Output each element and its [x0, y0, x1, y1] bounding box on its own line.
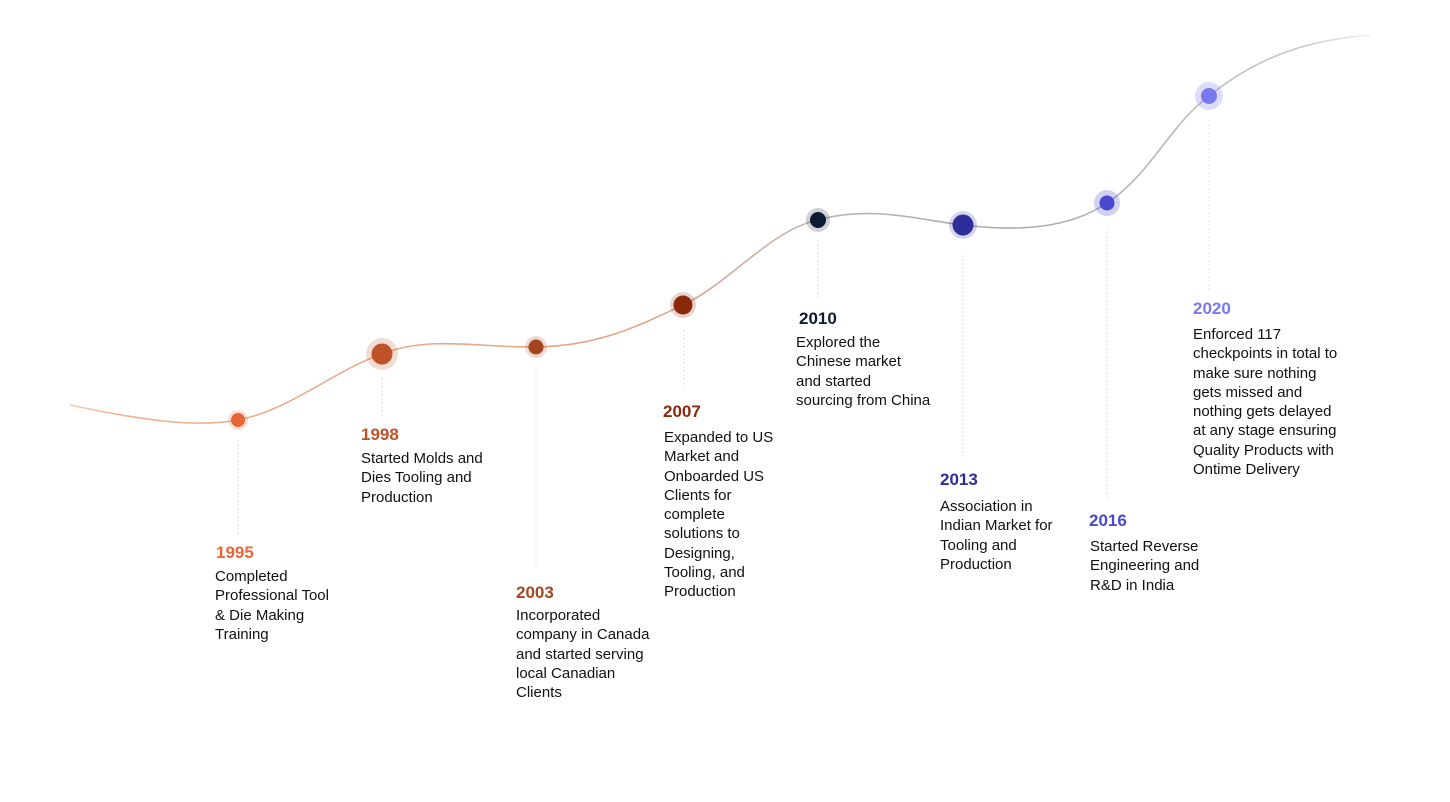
milestone-2020: 2020 Enforced 117 checkpoints in total t…	[1193, 299, 1337, 479]
dot-2007	[670, 292, 696, 318]
dot-1998	[366, 338, 398, 370]
milestone-year: 2020	[1193, 299, 1231, 318]
dot-2003	[525, 336, 547, 358]
connector-lines	[237, 120, 1210, 570]
milestone-description: Association in Indian Market for Tooling…	[940, 498, 1053, 573]
milestone-description: Completed Professional Tool & Die Making…	[215, 568, 329, 643]
milestone-year: 2003	[516, 583, 554, 602]
milestone-year: 1998	[361, 425, 399, 444]
milestone-dots	[228, 82, 1223, 430]
milestone-description: Explored the Chinese market and started …	[796, 334, 931, 409]
timeline-curve	[69, 34, 1371, 424]
dot-2020	[1195, 82, 1223, 110]
milestone-2007: 2007 Expanded to US Market and Onboarded…	[663, 402, 773, 602]
milestone-year: 2013	[940, 470, 978, 489]
dot-1995	[228, 410, 248, 430]
milestone-description: Expanded to US Market and Onboarded US C…	[664, 429, 774, 601]
milestone-year: 2016	[1089, 511, 1127, 530]
dot-2010	[806, 208, 830, 232]
milestone-2016: 2016 Started Reverse Engineering and R&D…	[1089, 511, 1199, 595]
dot-2016	[1094, 190, 1120, 216]
milestone-year: 1995	[216, 543, 254, 562]
milestone-year: 2010	[799, 309, 837, 328]
milestone-description: Started Reverse Engineering and R&D in I…	[1090, 538, 1200, 594]
milestone-2013: 2013 Association in Indian Market for To…	[940, 470, 1053, 574]
milestone-1998: 1998 Started Molds and Dies Tooling and …	[361, 425, 483, 507]
dot-2013	[949, 211, 977, 239]
milestone-year: 2007	[663, 402, 701, 421]
milestone-description: Incorporated company in Canada and start…	[516, 607, 650, 702]
milestone-1995: 1995 Completed Professional Tool & Die M…	[215, 543, 329, 644]
milestone-description: Started Molds and Dies Tooling and Produ…	[361, 450, 483, 506]
milestone-2010: 2010 Explored the Chinese market and sta…	[796, 309, 930, 410]
milestone-2003: 2003 Incorporated company in Canada and …	[516, 583, 649, 702]
milestone-description: Enforced 117 checkpoints in total to mak…	[1193, 326, 1338, 479]
